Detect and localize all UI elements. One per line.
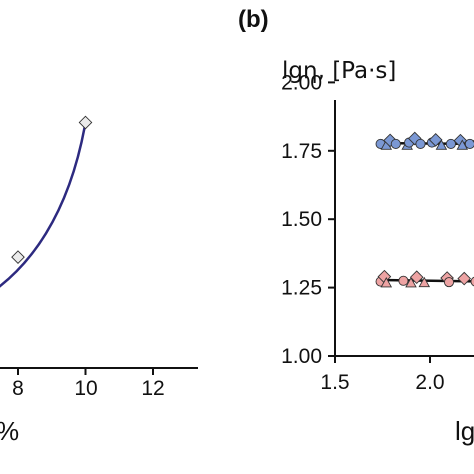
panel-a-data-points: [11, 115, 93, 264]
panel-a-x-tick-label: 8: [12, 377, 24, 400]
panel-b-point-upper: [445, 138, 456, 150]
panel-b-point-lower: [405, 277, 417, 288]
panel-b-point-lower: [409, 270, 424, 285]
panel-b-point-upper: [415, 138, 426, 150]
panel-b: (b) lgη, [Pa·s] lg 1.001.251.501.752.00 …: [238, 6, 474, 446]
panel-a: 8 10 12 %: [0, 115, 198, 446]
panel-a-point: [78, 115, 93, 130]
panel-b-point-upper: [428, 133, 443, 147]
panel-b-x-ticks: 1.5 2.0: [320, 356, 445, 394]
panel-b-y-tick-label: 1.25: [281, 277, 322, 300]
panel-b-x-axis-label: lg: [455, 416, 474, 446]
panel-b-y-tick-label: 1.50: [281, 208, 322, 231]
panel-b-point-upper: [390, 138, 401, 150]
panel-b-y-ticks: 1.00 1.25 1.50 1.75 2.00: [281, 71, 335, 368]
panel-b-y-tick-label: 1.00: [281, 345, 322, 368]
panel-b-point-lower: [443, 277, 455, 288]
panel-b-point-lower: [470, 276, 474, 287]
panel-b-y-tick-label: 2.00: [281, 71, 322, 94]
panel-b-point-lower: [398, 275, 409, 286]
panel-b-point-upper: [435, 139, 448, 150]
panel-b-fit-lines: [378, 141, 474, 283]
panel-a-x-ticks: [17, 368, 154, 375]
panel-a-fit-curve: [0, 122, 87, 288]
panel-b-point-lower: [457, 271, 472, 286]
panel-b-x-tick-label: 1.5: [320, 371, 349, 394]
panel-a-x-axis-label: %: [0, 416, 19, 446]
panel-a-x-tick-label: 12: [141, 377, 164, 400]
panel-b-point-upper: [456, 139, 469, 150]
panel-b-y-axis-label: lgη, [Pa·s]: [282, 58, 396, 84]
panel-b-point-lower: [418, 276, 431, 288]
panel-a-point: [11, 250, 25, 264]
panel-a-x-tick-label: 10: [74, 377, 97, 400]
panel-b-x-tick-label: 2.0: [415, 371, 444, 394]
panel-b-point-upper: [464, 138, 474, 150]
panel-b-point-lower: [380, 277, 393, 288]
panel-b-label: (b): [238, 6, 269, 33]
panel-b-data-points: [375, 131, 474, 288]
panel-b-fit-line-lower: [378, 278, 474, 283]
panel-b-y-tick-label: 1.75: [281, 140, 322, 163]
